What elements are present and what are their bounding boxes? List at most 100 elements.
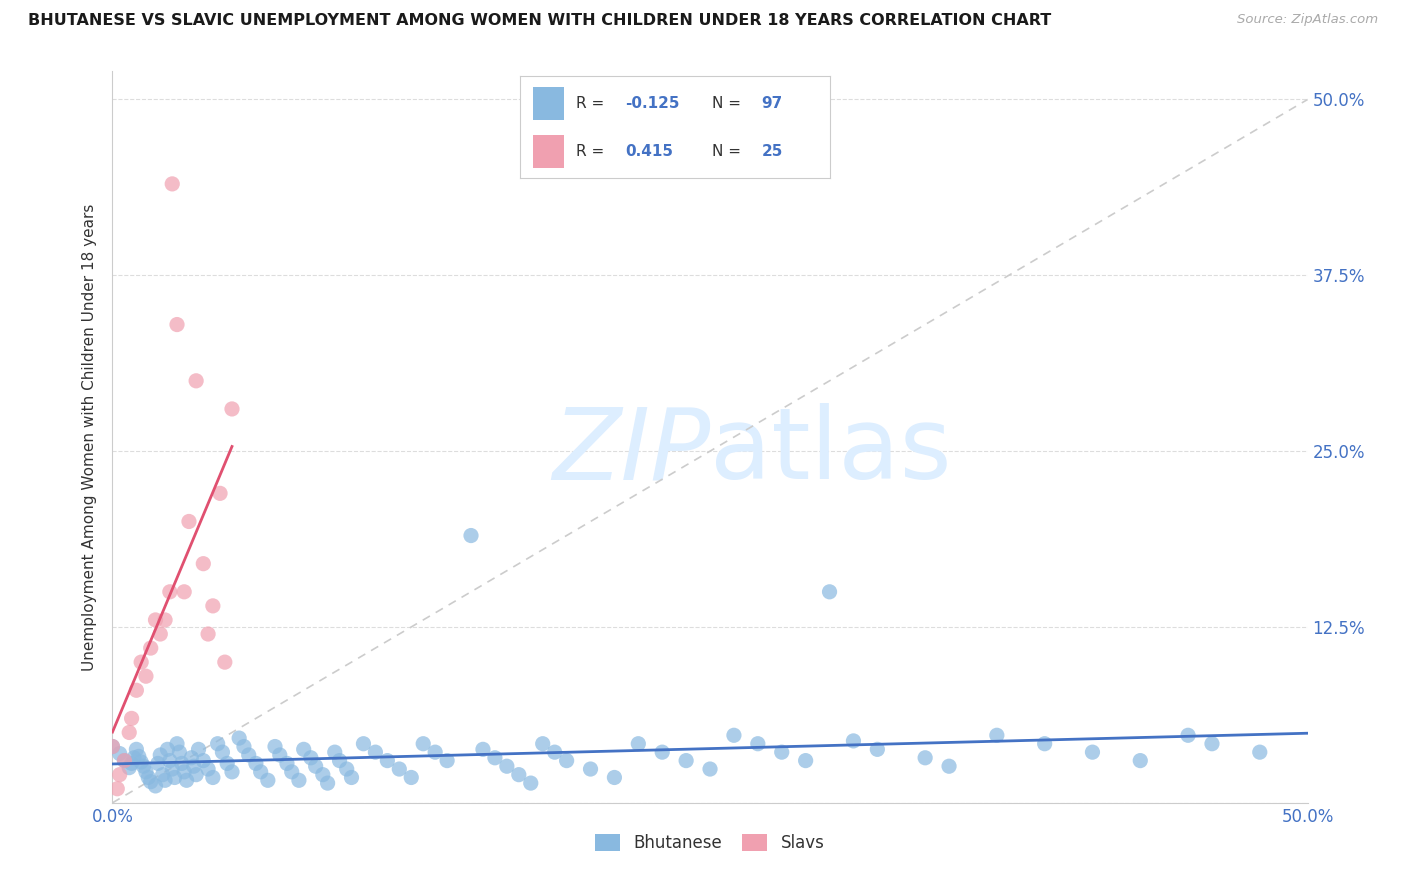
Point: [1249, 745, 1271, 759]
Point: [336, 762, 359, 776]
Point: [269, 747, 291, 762]
Point: [139, 774, 162, 789]
Point: [543, 745, 565, 759]
Point: [159, 754, 181, 768]
Point: [377, 754, 399, 768]
Point: [145, 779, 167, 793]
Text: Source: ZipAtlas.com: Source: ZipAtlas.com: [1237, 13, 1378, 27]
Point: [197, 627, 219, 641]
Point: [329, 754, 352, 768]
Point: [496, 759, 519, 773]
Point: [412, 737, 434, 751]
Point: [425, 745, 447, 759]
Text: ZIP: ZIP: [551, 403, 710, 500]
Point: [149, 627, 172, 641]
Point: [233, 739, 256, 754]
Point: [276, 756, 298, 771]
Bar: [533, 87, 564, 120]
Point: [118, 725, 141, 739]
Point: [186, 767, 208, 781]
Point: [245, 756, 267, 771]
Point: [364, 745, 387, 759]
Point: [818, 584, 841, 599]
Point: [986, 728, 1008, 742]
Point: [145, 613, 167, 627]
Point: [1081, 745, 1104, 759]
Point: [675, 754, 697, 768]
Point: [129, 755, 152, 769]
Point: [153, 773, 176, 788]
Text: R =: R =: [576, 145, 609, 160]
Point: [257, 773, 280, 788]
Point: [152, 767, 174, 781]
Point: [153, 613, 176, 627]
Point: [651, 745, 673, 759]
Point: [166, 737, 188, 751]
Point: [292, 742, 315, 756]
Point: [340, 771, 363, 785]
Point: [555, 754, 578, 768]
Point: [173, 584, 195, 599]
Text: 97: 97: [762, 96, 783, 111]
Point: [747, 737, 769, 751]
Point: [122, 751, 145, 765]
Point: [352, 737, 374, 751]
Point: [173, 764, 195, 779]
Text: atlas: atlas: [710, 403, 952, 500]
Point: [938, 759, 960, 773]
Point: [842, 734, 865, 748]
Point: [183, 759, 205, 773]
Point: [128, 749, 150, 764]
Point: [288, 773, 311, 788]
Point: [149, 747, 172, 762]
Point: [156, 742, 179, 756]
Bar: [533, 136, 564, 168]
Y-axis label: Unemployment Among Women with Children Under 18 years: Unemployment Among Women with Children U…: [82, 203, 97, 671]
Point: [209, 486, 232, 500]
Point: [121, 756, 143, 771]
Point: [108, 747, 131, 761]
Point: [323, 745, 346, 759]
Point: [101, 739, 124, 754]
Point: [114, 754, 135, 768]
Point: [264, 739, 287, 754]
Point: [193, 754, 215, 768]
Point: [108, 767, 131, 781]
Point: [249, 764, 271, 779]
Point: [312, 767, 335, 781]
Point: [101, 739, 124, 754]
Point: [121, 711, 143, 725]
Point: [699, 762, 721, 776]
Point: [162, 177, 183, 191]
Point: [207, 737, 229, 751]
Point: [238, 747, 260, 762]
Text: N =: N =: [711, 145, 745, 160]
Point: [627, 737, 650, 751]
Point: [281, 764, 304, 779]
Point: [129, 655, 152, 669]
Point: [217, 756, 239, 771]
Point: [866, 742, 889, 756]
Point: [316, 776, 339, 790]
Point: [201, 599, 224, 613]
Point: [201, 771, 224, 785]
Point: [299, 751, 322, 765]
Text: N =: N =: [711, 96, 745, 111]
Point: [211, 745, 233, 759]
Point: [579, 762, 602, 776]
Point: [531, 737, 554, 751]
Point: [388, 762, 411, 776]
Point: [125, 742, 148, 756]
Point: [401, 771, 423, 785]
Text: BHUTANESE VS SLAVIC UNEMPLOYMENT AMONG WOMEN WITH CHILDREN UNDER 18 YEARS CORREL: BHUTANESE VS SLAVIC UNEMPLOYMENT AMONG W…: [28, 13, 1052, 29]
Point: [460, 528, 482, 542]
Point: [603, 771, 626, 785]
Point: [305, 759, 328, 773]
Point: [436, 754, 458, 768]
Point: [770, 745, 793, 759]
Point: [138, 771, 160, 785]
Point: [132, 759, 155, 773]
Point: [177, 515, 200, 529]
Point: [1177, 728, 1199, 742]
Point: [914, 751, 936, 765]
